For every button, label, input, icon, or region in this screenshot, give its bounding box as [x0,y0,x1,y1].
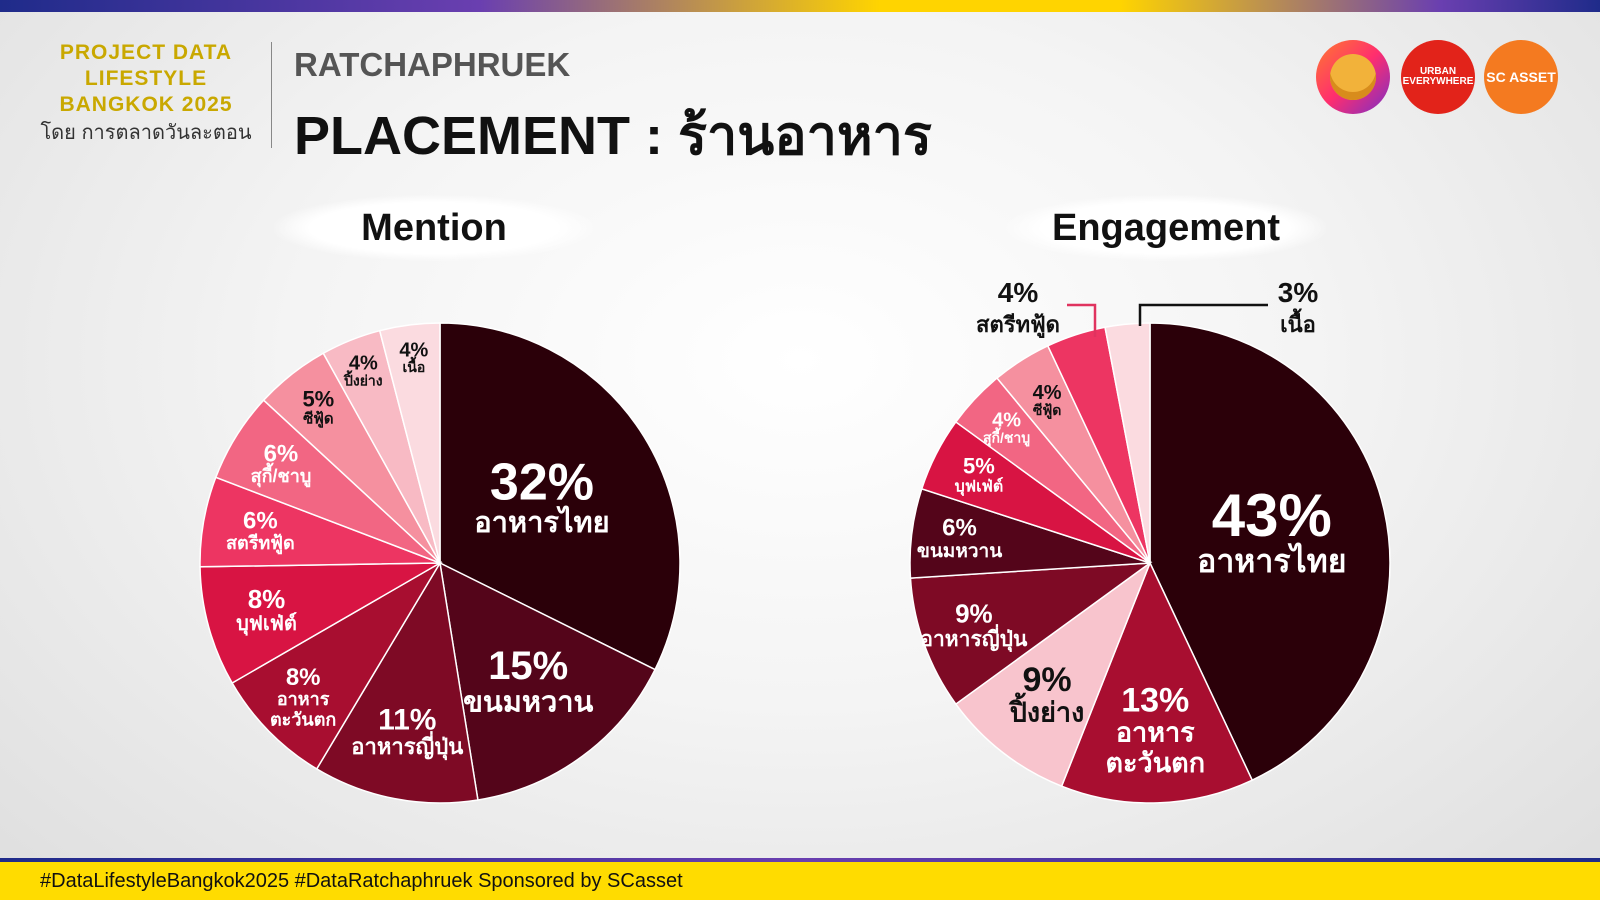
slice-value-label: 3% [1278,277,1319,308]
slice-category-label: อาหารญี่ปุ่น [920,623,1028,653]
pie-slice [1149,322,1391,782]
slice-value-label: 4% [399,340,428,362]
pie-engagement: 43%อาหารไทย13%อาหารตะวันตก9%ปิ้งย่าง9%อา… [909,277,1391,804]
slice-category-label: อาหาร [1116,718,1195,748]
brand-line-2: LIFESTYLE [84,67,208,90]
slice-value-label: 15% [488,644,568,688]
slice-category-label: อาหาร [277,689,330,709]
slice-category-label: อาหารไทย [474,505,609,539]
slice-value-label: 8% [286,664,321,691]
slice-category-label: สตรีทฟู้ด [976,312,1060,339]
pie-slice [378,322,441,564]
hat-icon [1330,54,1376,100]
scasset-logo-text: SC ASSET [1486,69,1556,85]
creator-avatar-logo [1316,40,1390,114]
slice-category-label: อาหารญี่ปุ่น [351,730,463,761]
brand-subtitle: โดย การตลาดวันละตอน [40,122,252,144]
slice-value-label: 5% [302,387,334,412]
slice-value-label: 13% [1121,681,1189,719]
pie-slice [199,562,443,685]
slice-value-label: 9% [955,599,993,629]
slice-category-label: สุกี้/ชาบู [983,426,1030,446]
pie-slice [1104,322,1151,564]
footer-bar: #DataLifestyleBangkok2025 #DataRatchaphr… [0,858,1600,900]
slice-category-label: อาหารไทย [1197,542,1346,579]
slice-category-label: สุกี้/ชาบู [251,462,312,488]
scasset-logo: SC ASSET [1484,40,1558,114]
header-divider [271,42,272,148]
slice-category-label: ปิ้งย่าง [1008,691,1084,727]
slice-category-label: ซีฟู้ด [1033,402,1062,419]
urban-logo-line2: EVERYWHERE [1402,76,1474,87]
pie-slice [439,322,681,671]
slice-value-label: 6% [243,508,278,535]
slice-category-label: บุฟเฟ่ต์ [955,477,1004,497]
slice-category-label: สตรีทฟู้ด [226,533,295,555]
slice-category-label: ตะวันตก [1106,748,1206,778]
slice-category-label: ขนมหวาน [917,541,1002,562]
pie-slice [231,560,443,770]
pie-slice [439,561,657,801]
mention-chart-title: Mention [274,195,594,261]
pie-slice [954,560,1152,788]
slice-category-label: เนื้อ [402,356,425,375]
pie-slice [315,560,479,804]
slice-value-label: 8% [248,584,286,614]
brand-line-1: PROJECT DATA [59,41,233,64]
urban-logo-line1: URBAN [1419,66,1457,77]
slice-category-label: ซีฟู้ด [303,410,334,428]
slice-category-label: เนื้อ [1280,308,1316,337]
slice-value-label: 5% [963,454,995,479]
slice-value-label: 9% [1022,661,1071,699]
callout-leader-line [1138,303,1268,326]
slice-category-label: ตะวันตก [270,709,336,729]
brand-block: PROJECT DATA LIFESTYLE BANGKOK 2025 โดย … [38,40,254,146]
slice-value-label: 4% [992,410,1021,432]
pie-slice [909,562,1153,706]
page-title: PLACEMENT : ร้านอาหาร [294,106,932,166]
engagement-chart-title: Engagement [1006,195,1326,261]
slice-category-label: ขนมหวาน [463,686,593,718]
urban-everywhere-logo: URBAN EVERYWHERE [1401,40,1475,114]
slice-value-label: 4% [349,353,378,375]
slice-value-label: 6% [264,441,299,468]
slice-category-label: ปิ้งย่าง [342,369,382,388]
footer-stripe [0,858,1600,862]
slice-value-label: 4% [1033,382,1062,404]
footer-hashtags: #DataLifestyleBangkok2025 #DataRatchaphr… [40,870,683,892]
slice-value-label: 43% [1212,482,1332,549]
slice-category-label: บุฟเฟ่ต์ [236,612,297,636]
brand-line-3: BANGKOK 2025 [59,93,233,116]
callout-leader-line [1067,303,1097,337]
pie-slice [1060,561,1254,804]
slice-value-label: 6% [942,515,977,542]
top-gradient-bar [0,0,1600,12]
slice-value-label: 11% [378,704,436,737]
slice-value-label: 32% [490,453,594,511]
pie-mention: 32%อาหารไทย15%ขนมหวาน11%อาหารญี่ปุ่น8%อา… [199,322,681,804]
page-subtitle: RATCHAPHRUEK [294,46,571,83]
slice-value-label: 4% [998,277,1039,308]
